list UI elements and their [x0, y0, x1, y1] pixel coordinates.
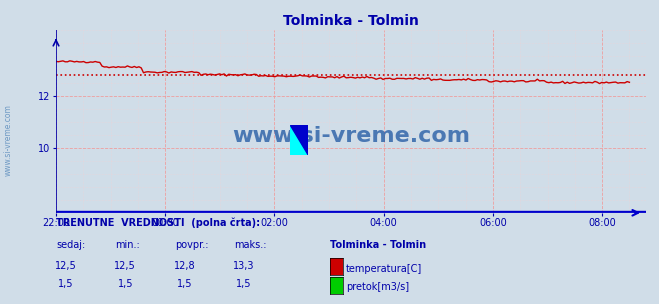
Title: Tolminka - Tolmin: Tolminka - Tolmin	[283, 14, 419, 28]
Text: www.si-vreme.com: www.si-vreme.com	[232, 126, 470, 146]
Text: povpr.:: povpr.:	[175, 240, 208, 250]
Text: TRENUTNE  VREDNOSTI  (polna črta):: TRENUTNE VREDNOSTI (polna črta):	[56, 218, 260, 229]
Polygon shape	[290, 125, 308, 155]
Text: 1,5: 1,5	[177, 279, 192, 289]
Text: 12,5: 12,5	[114, 261, 136, 271]
Text: 12,8: 12,8	[174, 261, 195, 271]
Polygon shape	[290, 125, 308, 155]
Text: 1,5: 1,5	[117, 279, 133, 289]
Text: 1,5: 1,5	[236, 279, 252, 289]
Text: 12,5: 12,5	[55, 261, 77, 271]
Text: Tolminka - Tolmin: Tolminka - Tolmin	[330, 240, 426, 250]
Text: sedaj:: sedaj:	[56, 240, 85, 250]
Text: www.si-vreme.com: www.si-vreme.com	[3, 104, 13, 176]
Text: temperatura[C]: temperatura[C]	[346, 264, 422, 274]
Text: 13,3: 13,3	[233, 261, 254, 271]
Text: pretok[m3/s]: pretok[m3/s]	[346, 282, 409, 292]
Text: min.:: min.:	[115, 240, 140, 250]
Text: 1,5: 1,5	[58, 279, 74, 289]
Text: maks.:: maks.:	[234, 240, 266, 250]
